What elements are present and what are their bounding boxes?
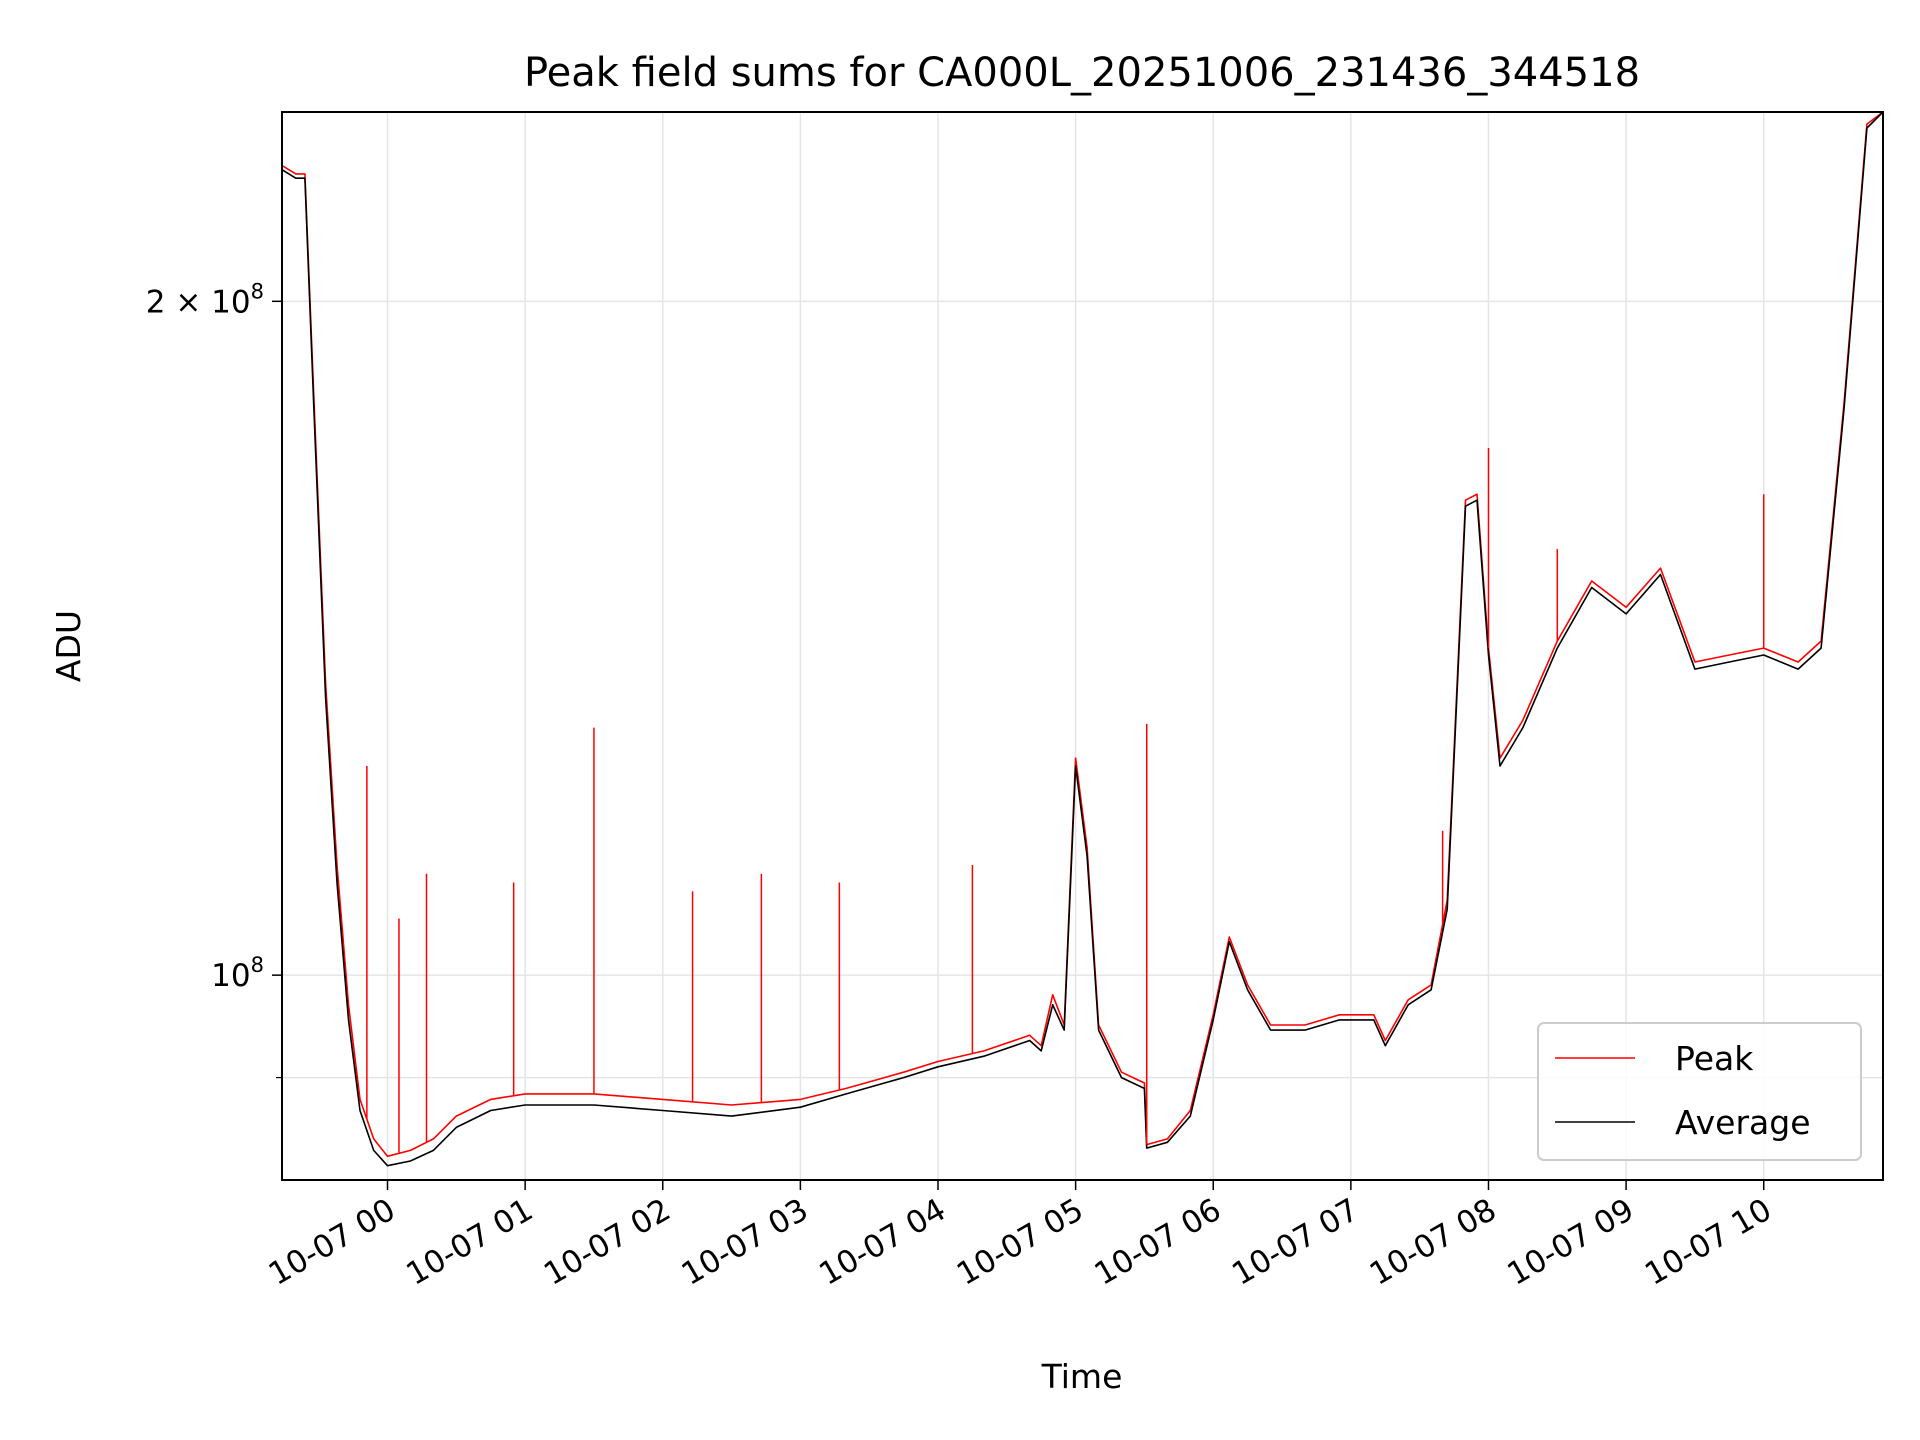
x-axis-label: Time bbox=[1041, 1357, 1123, 1396]
axes-frame bbox=[281, 111, 1884, 1181]
plot-area bbox=[281, 111, 1884, 1167]
legend-label-average: Average bbox=[1675, 1103, 1811, 1142]
series-line-average bbox=[281, 111, 1884, 1167]
series-line-peak bbox=[281, 111, 1884, 1158]
y-axis-label: ADU bbox=[49, 610, 88, 682]
y-axis: 2 × 108 108 bbox=[146, 279, 282, 1079]
legend: Peak Average bbox=[1537, 1022, 1862, 1161]
y-tick-label: 108 bbox=[211, 953, 264, 994]
chart-title: Peak field sums for CA000L_20251006_2314… bbox=[524, 50, 1640, 96]
legend-label-peak: Peak bbox=[1675, 1039, 1754, 1078]
y-tick-label: 2 × 108 bbox=[146, 279, 264, 320]
